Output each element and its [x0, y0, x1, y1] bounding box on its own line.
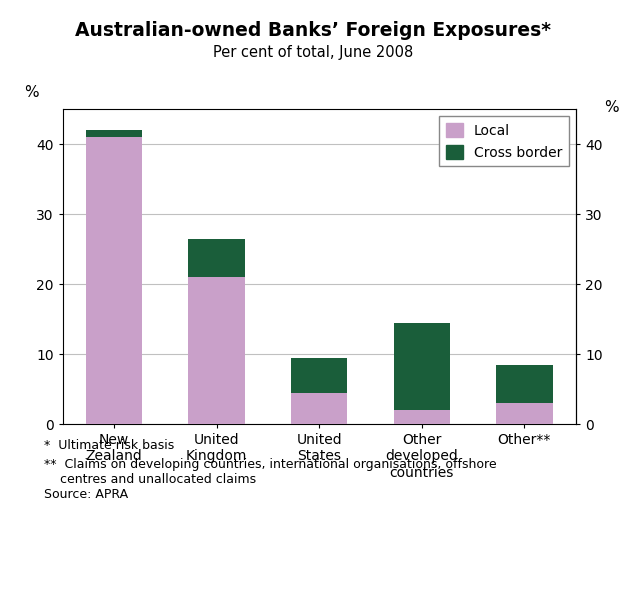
Y-axis label: %: %	[605, 99, 619, 115]
Bar	[188, 239, 245, 277]
Legend: Local, Cross border: Local, Cross border	[439, 116, 569, 167]
Text: Australian-owned Banks’ Foreign Exposures*: Australian-owned Banks’ Foreign Exposure…	[75, 21, 551, 40]
Bar	[496, 365, 553, 403]
Bar	[291, 393, 347, 424]
Bar	[86, 130, 142, 137]
Bar	[188, 277, 245, 424]
Text: *  Ultimate risk basis: * Ultimate risk basis	[44, 439, 174, 452]
Bar	[291, 358, 347, 393]
Y-axis label: %: %	[24, 85, 39, 99]
Bar	[86, 137, 142, 424]
Text: Source: APRA: Source: APRA	[44, 488, 128, 501]
Text: Per cent of total, June 2008: Per cent of total, June 2008	[213, 45, 413, 61]
Bar	[394, 410, 450, 424]
Text: **  Claims on developing countries, international organisations, offshore
    ce: ** Claims on developing countries, inter…	[44, 458, 496, 485]
Bar	[394, 322, 450, 410]
Bar	[496, 403, 553, 424]
